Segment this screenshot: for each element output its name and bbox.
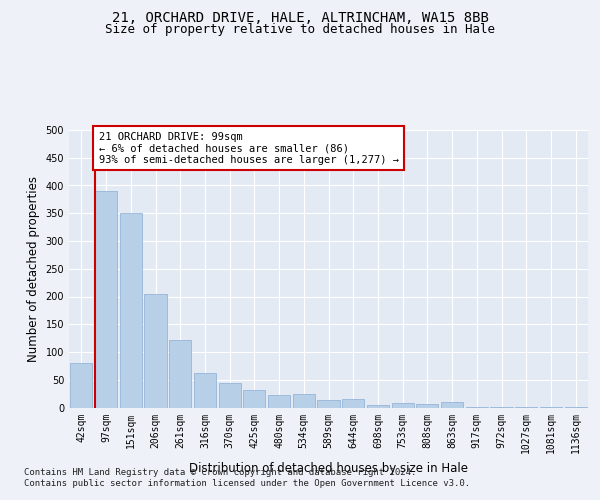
Bar xyxy=(441,402,463,407)
Bar xyxy=(342,399,364,407)
Bar xyxy=(367,404,389,407)
Bar xyxy=(95,191,117,408)
Bar xyxy=(392,403,414,407)
Text: Size of property relative to detached houses in Hale: Size of property relative to detached ho… xyxy=(105,22,495,36)
Bar xyxy=(466,407,488,408)
Y-axis label: Number of detached properties: Number of detached properties xyxy=(27,176,40,362)
Bar xyxy=(540,407,562,408)
Bar xyxy=(317,400,340,407)
Bar xyxy=(268,396,290,407)
Bar xyxy=(293,394,315,407)
Bar xyxy=(70,363,92,408)
Text: 21 ORCHARD DRIVE: 99sqm
← 6% of detached houses are smaller (86)
93% of semi-det: 21 ORCHARD DRIVE: 99sqm ← 6% of detached… xyxy=(98,132,398,165)
X-axis label: Distribution of detached houses by size in Hale: Distribution of detached houses by size … xyxy=(189,462,468,475)
Text: 21, ORCHARD DRIVE, HALE, ALTRINCHAM, WA15 8BB: 21, ORCHARD DRIVE, HALE, ALTRINCHAM, WA1… xyxy=(112,11,488,25)
Bar xyxy=(119,213,142,408)
Bar xyxy=(490,407,512,408)
Bar xyxy=(218,382,241,407)
Bar xyxy=(565,407,587,408)
Bar xyxy=(515,407,538,408)
Bar xyxy=(194,372,216,408)
Bar xyxy=(243,390,265,407)
Bar xyxy=(169,340,191,407)
Text: Contains HM Land Registry data © Crown copyright and database right 2024.
Contai: Contains HM Land Registry data © Crown c… xyxy=(24,468,470,487)
Bar xyxy=(145,294,167,408)
Bar xyxy=(416,404,439,407)
